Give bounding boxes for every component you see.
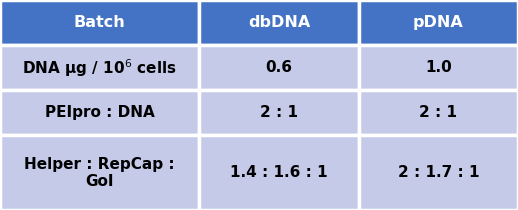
Bar (359, 135, 518, 210)
Bar (359, 90, 518, 135)
Text: Helper : RepCap :
GoI: Helper : RepCap : GoI (24, 156, 175, 189)
Text: 2 : 1.7 : 1: 2 : 1.7 : 1 (398, 165, 479, 180)
Text: 2 : 1: 2 : 1 (420, 105, 457, 120)
Bar (0, 45, 199, 90)
Text: 2 : 1: 2 : 1 (260, 105, 298, 120)
Bar (199, 45, 359, 90)
Text: DNA μg / 10$^6$ cells: DNA μg / 10$^6$ cells (22, 57, 177, 79)
Text: PEIpro : DNA: PEIpro : DNA (45, 105, 154, 120)
Bar (0, 90, 199, 135)
Bar (199, 90, 359, 135)
Bar (199, 135, 359, 210)
Bar (0, 0, 199, 45)
Bar (359, 45, 518, 90)
Text: Batch: Batch (74, 15, 125, 30)
Bar (359, 0, 518, 45)
Text: 1.4 : 1.6 : 1: 1.4 : 1.6 : 1 (231, 165, 328, 180)
Text: dbDNA: dbDNA (248, 15, 310, 30)
Bar (199, 0, 359, 45)
Text: 0.6: 0.6 (266, 60, 293, 75)
Text: 1.0: 1.0 (425, 60, 452, 75)
Text: pDNA: pDNA (413, 15, 464, 30)
Bar (0, 135, 199, 210)
